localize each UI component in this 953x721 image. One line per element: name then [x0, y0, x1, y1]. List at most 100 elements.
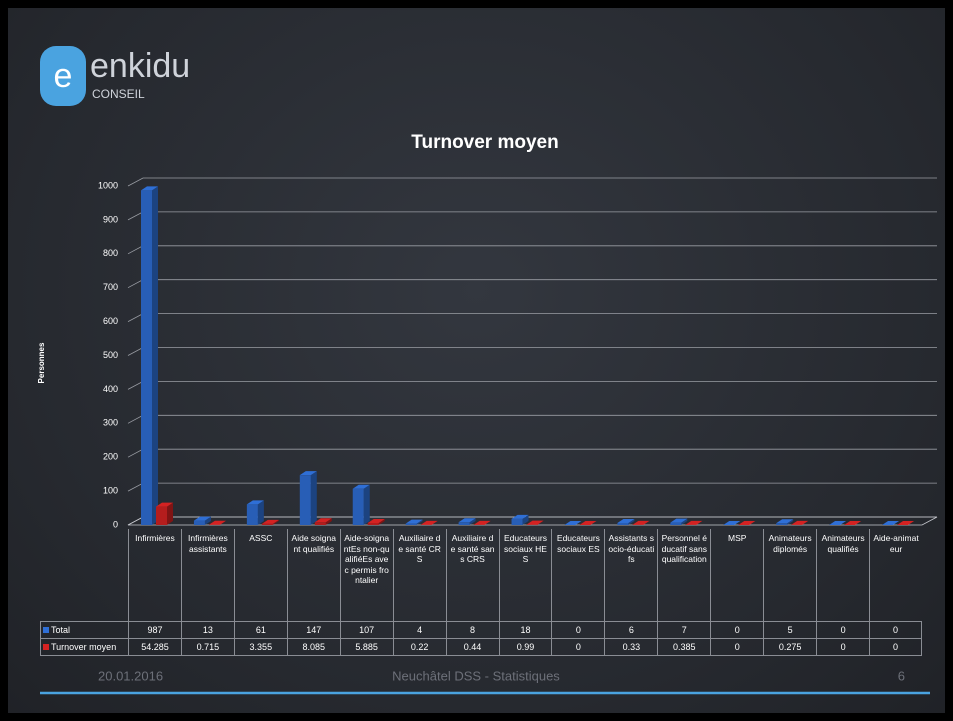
bar-side [378, 519, 385, 525]
footer-date: 20.01.2016 [98, 668, 163, 683]
legend-swatch [43, 644, 49, 650]
table-value: 0 [869, 638, 922, 655]
y-tick-label: 0 [113, 519, 118, 529]
table-value: 0 [816, 621, 870, 638]
bar [405, 523, 417, 525]
table-value: 5 [763, 621, 817, 638]
bar-top [617, 518, 635, 523]
table-value: 0 [551, 638, 605, 655]
bar-top [791, 520, 809, 525]
bar [617, 522, 629, 525]
category-label: MSP [710, 529, 763, 621]
slide: e enkidu CONSEIL Turnover moyen Personne… [8, 8, 945, 713]
table-value: 5.885 [339, 638, 393, 655]
table-value: 3.355 [233, 638, 287, 655]
bar-top [367, 519, 385, 524]
grid-line [127, 313, 937, 322]
legend-label: Total [51, 625, 71, 635]
bar-side [416, 519, 423, 525]
bar [776, 523, 788, 525]
category-label: Educateurs sociaux HES [498, 529, 552, 621]
bar-top [723, 521, 741, 525]
category-label: Assistants socio-éducatifs [604, 529, 657, 621]
table-value: 0.715 [180, 638, 234, 655]
bar-side [681, 518, 688, 525]
bar [670, 522, 682, 525]
bar [141, 190, 152, 526]
category-label: Auxiliaire de santé sans CRS [445, 529, 499, 621]
y-tick-label: 400 [103, 384, 118, 394]
bar-top [632, 520, 650, 525]
bar-top [156, 502, 173, 507]
grid-line [127, 380, 937, 390]
grid-line [127, 279, 937, 289]
table-value: 8.085 [286, 638, 340, 655]
bar-top [458, 518, 476, 523]
bar [367, 523, 379, 525]
bar [193, 520, 205, 525]
bar-side [272, 519, 279, 525]
table-value: 7 [657, 621, 711, 638]
bar [299, 475, 311, 525]
bar-top [299, 471, 317, 476]
table-value: 0.99 [498, 638, 552, 655]
bar-side [628, 518, 635, 525]
y-tick-label: 300 [103, 418, 118, 428]
grid-line [127, 414, 937, 424]
bar [156, 506, 167, 525]
bar-top [776, 519, 794, 524]
bar-side [219, 520, 226, 525]
category-label: Animateurs qualifiés [816, 529, 869, 621]
bar [458, 522, 470, 525]
bar-top [193, 516, 211, 521]
y-tick-label: 800 [103, 248, 118, 258]
bar-side [363, 484, 370, 525]
bar [314, 522, 326, 525]
category-label: Educateurs sociaux ES [551, 529, 604, 621]
table-value: 0 [869, 621, 922, 638]
bar-top [844, 521, 862, 525]
table-value: 4 [392, 621, 446, 638]
chart-title: Turnover moyen [411, 132, 558, 153]
bar-top [829, 521, 847, 525]
bar-top [685, 520, 703, 525]
bar-top [564, 521, 582, 525]
table-value: 0.275 [763, 638, 817, 655]
y-tick-label: 600 [103, 316, 118, 326]
bar-top [511, 514, 529, 519]
table-value: 0 [710, 621, 764, 638]
footer-center: Neuchâtel DSS - Statistiques [392, 668, 560, 683]
bar-side [537, 520, 544, 525]
category-label: ASSC [233, 529, 287, 621]
grid-line [127, 448, 937, 458]
bar-side [484, 520, 491, 525]
bar-top [246, 500, 264, 505]
bar-side [325, 518, 332, 525]
y-axis-label: Personnes [37, 342, 46, 383]
bar-top [352, 484, 370, 489]
bar [511, 518, 523, 525]
bar-top [579, 521, 597, 525]
category-label: Personnel éducatif sans qualification [657, 529, 710, 621]
table-value: 147 [286, 621, 340, 638]
floor [127, 516, 938, 526]
bar [246, 504, 258, 525]
bar-top [670, 518, 688, 523]
bar-top [738, 521, 756, 525]
table-value: 0 [816, 638, 870, 655]
grid-line [127, 245, 937, 255]
bar-top [473, 520, 491, 525]
bar [352, 488, 364, 525]
table-value: 0 [710, 638, 764, 655]
chart: e enkidu CONSEIL Turnover moyen Personne… [37, 46, 938, 695]
table-value: 0.44 [445, 638, 499, 655]
bar-top [208, 520, 226, 525]
y-tick-label: 700 [103, 282, 118, 292]
legend-swatch [43, 627, 49, 633]
bar-side [204, 516, 211, 525]
bar-side [787, 519, 794, 525]
bar [261, 523, 273, 525]
bar-side [310, 471, 317, 525]
grid-line [127, 347, 937, 356]
table-value: 0 [551, 621, 605, 638]
